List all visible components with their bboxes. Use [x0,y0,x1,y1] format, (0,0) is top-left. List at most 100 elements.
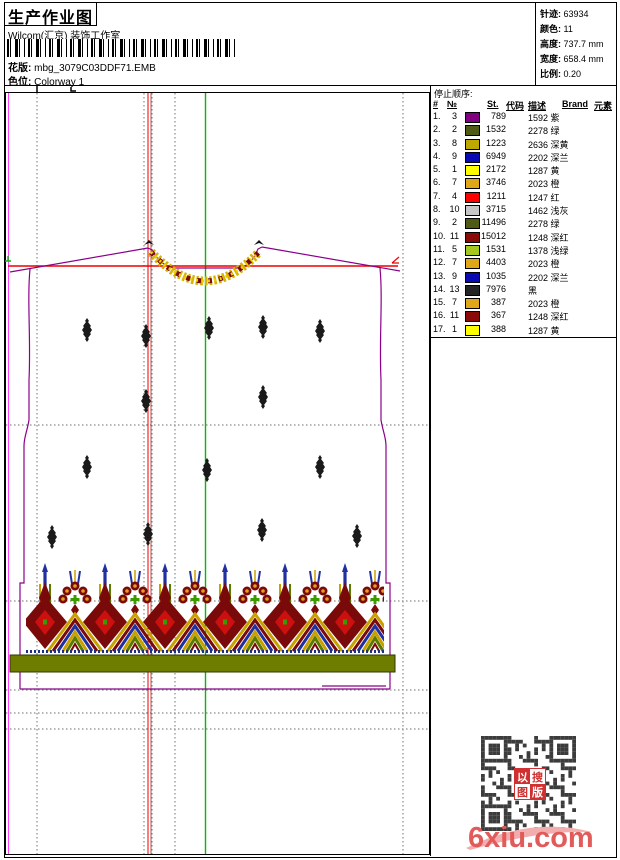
stop-sequence-row: 5. 1 2172 1287 黄 [430,163,616,177]
cell-st: 1211 [486,190,506,201]
badge-char: 以 [515,769,530,784]
stop-sequence-row: 2. 2 1532 2278 绿 [430,123,616,137]
thread-color-swatch [465,151,480,163]
cell-no: 11 [449,230,460,241]
cell-idx: 10. [433,230,446,241]
cell-st: 387 [490,297,506,308]
col-idx: # [433,99,439,109]
cell-no: 2 [451,217,457,228]
cell-desc: 1462 浅灰 [528,206,569,217]
stop-sequence-row: 10. 11 15012 1248 深红 [430,230,616,243]
stitch-count: 针迹: 63934 [540,9,589,19]
stop-sequence-rows: 1. 3 789 1592 紫 2. 2 1532 2278 绿 3. 8 1223 2636 深黄 4… [430,110,616,336]
stop-sequence-row: 1. 3 789 1592 紫 [430,110,616,123]
col-no: № [447,99,458,109]
cell-st: 7976 [485,283,506,294]
cell-no: 1 [451,323,457,334]
cell-desc: 2202 深兰 [528,152,569,163]
scatter-motifs [47,315,362,549]
cell-desc: 黑 [528,285,538,296]
col-elem: 元素 [594,101,613,111]
cell-st: 1532 [485,124,506,135]
end-point-marker [391,256,400,264]
stop-sequence-row: 3. 8 1223 2636 深黄 [430,137,616,150]
cell-idx: 6. [433,177,441,188]
cell-no: 2 [451,124,457,135]
cell-idx: 2. [433,124,441,135]
barcode [7,39,235,57]
bottom-border-pattern [26,561,384,653]
col-code: 代码 [506,101,525,111]
pattern-file-line: 花版: mbg_3079C03DDF71.EMB [8,59,156,74]
stop-sequence-row: 13. 9 1035 2202 深兰 [430,270,616,283]
canvas-frame [5,92,430,855]
pattern-file-value: mbg_3079C03DDF71.EMB [34,63,156,74]
stop-sequence-row: 11. 5 1531 1378 浅绿 [430,243,616,256]
thread-color-swatch [465,165,480,177]
grid-vertical-lines [36,93,404,854]
cell-desc: 1592 紫 [528,113,560,123]
thread-color-swatch [465,324,480,336]
neckline-trim [147,248,263,286]
cell-idx: 5. [433,164,441,175]
cell-idx: 12. [433,257,446,268]
cell-desc: 2023 橙 [528,299,560,310]
cell-desc: 1287 黄 [528,325,560,336]
cell-desc: 2636 深黄 [528,139,569,150]
thread-color-swatch [465,125,480,137]
stop-sequence-row: 4. 9 6949 2202 深兰 [430,150,616,163]
cell-idx: 16. [433,310,446,321]
cell-desc: 2278 绿 [528,126,560,137]
start-point-marker [5,256,11,262]
cell-desc: 2278 绿 [528,219,560,230]
colorway-label: 色位: [8,77,32,88]
cell-no: 4 [451,190,457,201]
cell-st: 1223 [485,137,506,148]
cell-st: 367 [490,310,506,321]
grid-horizontal-lines [6,424,429,730]
color-count: 颜色: 11 [540,24,573,34]
cell-no: 5 [451,243,457,254]
colorway-line: 色位: Colorway 1 [8,73,84,88]
cell-no: 13 [449,283,460,294]
thread-color-swatch [465,218,480,230]
colorway-value: Colorway 1 [34,77,85,88]
cell-st: 2172 [485,164,506,175]
col-desc: 描述 [528,101,547,111]
thread-color-swatch [465,138,480,150]
cell-no: 10 [449,204,460,215]
header-divider [4,85,616,86]
cell-idx: 4. [433,150,441,161]
cell-no: 1 [451,164,457,175]
cell-desc: 1247 红 [528,192,560,203]
cell-idx: 14. [433,283,446,294]
page-title: 生产作业图 [8,10,94,27]
stop-sequence-row: 8. 10 3715 1462 浅灰 [430,203,616,217]
cell-idx: 15. [433,297,446,308]
thread-color-swatch [465,205,480,217]
stop-sequence-row: 14. 13 7976 黑 [430,283,616,296]
cell-st: 15012 [480,230,506,241]
thread-color-swatch [465,178,480,190]
cell-no: 9 [451,270,457,281]
cell-st: 1035 [485,270,506,281]
cell-idx: 11. [433,243,445,254]
garment-outline [9,246,401,690]
shoulder-mark-left [144,240,154,245]
cell-no: 7 [451,297,457,308]
end-tick [70,87,76,92]
cell-no: 7 [451,177,457,188]
cell-desc: 1248 深红 [528,232,569,243]
design-info-box: 针迹: 63934 颜色: 11 高度: 737.7 mm 宽度: 658.4 … [535,2,617,85]
cell-idx: 8. [433,204,441,215]
cell-st: 3746 [485,177,506,188]
stop-sequence-row: 15. 7 387 2023 橙 [430,296,616,310]
badge-char: 版 [530,784,545,799]
badge-char: 图 [515,784,530,799]
cell-idx: 3. [433,137,441,148]
cell-idx: 1. [433,111,441,121]
thread-color-swatch [465,298,480,310]
cell-idx: 13. [433,270,446,281]
cell-st: 4403 [485,257,506,268]
design-height: 高度: 737.7 mm [540,39,604,49]
